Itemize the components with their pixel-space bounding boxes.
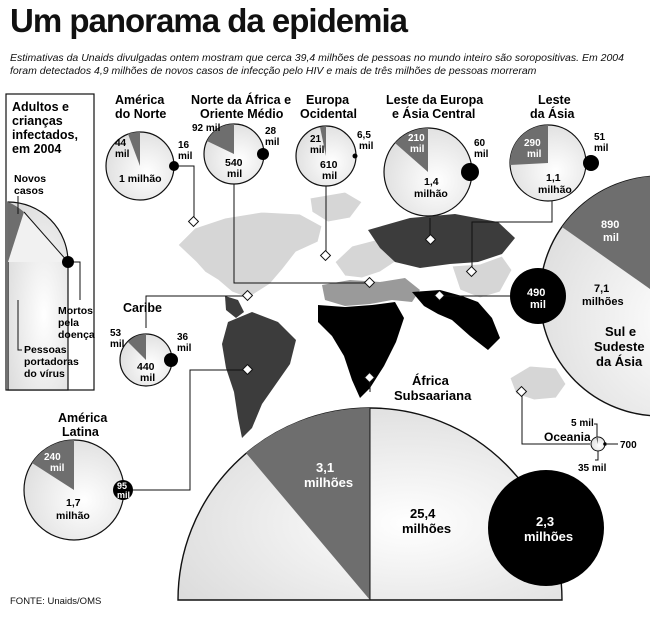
ball-america-latina: América Latina 240 mil 1,7 milhão 95 mil	[23, 411, 133, 541]
leader-america-norte	[176, 165, 195, 222]
svg-text:Oceania: Oceania	[544, 430, 591, 444]
map-north-africa	[322, 278, 420, 306]
svg-text:América Latina: América Latina	[58, 411, 111, 439]
svg-text:35 mil: 35 mil	[578, 463, 607, 474]
legend-new-cases: Novos casos	[14, 173, 49, 197]
map-south-asia	[412, 290, 500, 350]
leader-leste-asia	[471, 200, 553, 272]
legend-death-dot	[62, 256, 74, 268]
map-south-america	[222, 312, 296, 438]
legend: Adultos e crianças infectados, em 2004 N…	[5, 93, 96, 391]
map-greenland	[309, 191, 363, 223]
map-markers	[187, 215, 528, 398]
svg-text:Leste da Ásia: Leste da Ásia	[530, 93, 576, 121]
page-subtitle: Estimativas da Unaids divulgadas ontem m…	[10, 52, 624, 77]
ball-sul-sudeste-asia: 890 mil 490 mil 7,1 milhões Sul e Sudeste da …	[510, 175, 650, 417]
ball-leste-asia: Leste da Ásia 290 mil 1,1 milhão 51 mil	[509, 93, 609, 202]
svg-text:92 mil: 92 mil	[192, 123, 221, 134]
svg-text:África Subsaariana: África Subsaariana	[394, 373, 472, 403]
source-note: FONTE: Unaids/OMS	[10, 596, 102, 607]
ball-caribe: Caribe 53 mil 440 mil 36 mil	[110, 301, 192, 387]
leader-america-latina	[132, 369, 248, 491]
svg-text:1 milhão: 1 milhão	[119, 173, 162, 185]
page-title: Um panorama da epidemia	[10, 2, 408, 39]
map-subsaharan-africa	[318, 302, 404, 398]
map-north-america	[177, 211, 323, 299]
map-russia	[368, 214, 515, 268]
legend-heading: Adultos e crianças infectados, em 2004	[12, 100, 81, 156]
leader-lines	[132, 165, 590, 491]
leader-caribe	[145, 295, 248, 328]
svg-text:5 mil: 5 mil	[571, 418, 594, 429]
svg-text:Norte da África e Orient: Norte da África e Oriente Médio	[191, 92, 295, 121]
svg-text:Caribe: Caribe	[123, 301, 162, 315]
ball-america-norte: América do Norte 44 mil 1 milhão 16 mil	[105, 93, 193, 201]
ball-africa-subsaariana: África Subsaariana 3,1 milhões 25,4 milhõe…	[177, 373, 604, 601]
ball-europa-ocidental: Europa Ocidental 21 mil 610 mil 6,5 mil	[295, 93, 374, 187]
svg-text:Leste da Europa e Ásia C: Leste da Europa e Ásia Central	[386, 93, 487, 121]
map-oceania	[509, 365, 567, 401]
ball-leste-europa: Leste da Europa e Ásia Central 210 mil 1,…	[383, 93, 489, 217]
map-central-america	[225, 296, 244, 318]
legend-deaths: Mortos pela doença	[58, 305, 96, 341]
svg-text:700: 700	[620, 440, 637, 451]
leader-oceania	[521, 392, 590, 445]
svg-text:Europa Ocidental: Europa Ocidental	[300, 93, 357, 121]
leader-norte-africa	[233, 170, 370, 284]
world-map	[177, 191, 567, 438]
map-east-asia	[451, 255, 513, 299]
ball-oceania: Oceania 5 mil 35 mil 700	[544, 418, 637, 474]
region-name: América do Norte	[115, 93, 168, 121]
legend-living: Pessoas portadoras do vírus	[24, 344, 82, 380]
ball-norte-africa: Norte da África e Oriente Médio 92 mil 5…	[191, 92, 295, 185]
